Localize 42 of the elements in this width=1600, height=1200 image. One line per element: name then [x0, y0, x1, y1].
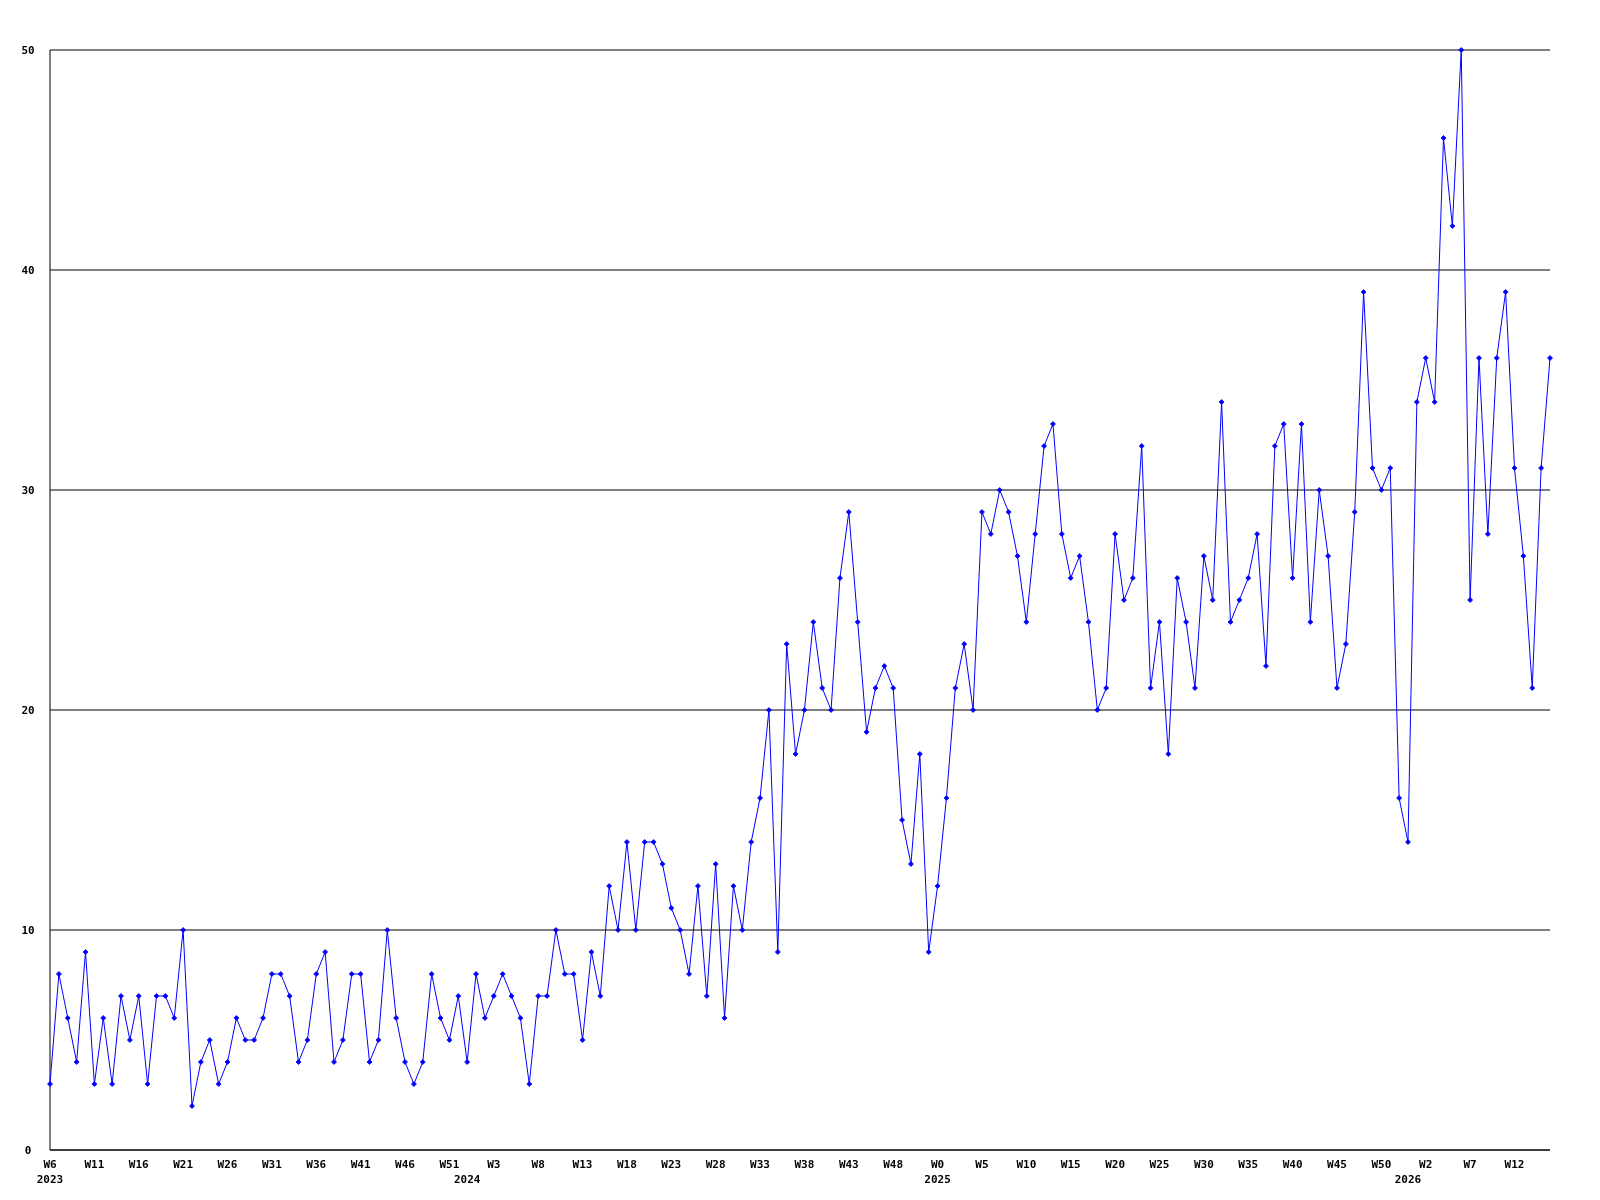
x-tick-label: W21	[173, 1158, 194, 1171]
x-tick-label: W7	[1463, 1158, 1477, 1171]
y-tick-label: 50	[21, 43, 35, 57]
y-tick-label: 40	[21, 263, 35, 277]
x-tick-label: W43	[838, 1158, 859, 1171]
x-tick-label: 2024	[453, 1173, 481, 1186]
x-tick-label: W10	[1016, 1158, 1037, 1171]
x-tick-label: W48	[883, 1158, 904, 1171]
y-tick-label: 30	[21, 483, 35, 497]
y-tick-label: 0	[24, 1143, 32, 1157]
x-tick-label: W36	[306, 1158, 327, 1171]
x-tick-label: W28	[705, 1158, 726, 1171]
x-tick-label: W16	[128, 1158, 150, 1171]
x-tick-label: W41	[350, 1158, 371, 1171]
x-tick-label: W18	[616, 1158, 637, 1171]
x-tick-label: W8	[531, 1158, 545, 1171]
x-tick-label: W31	[261, 1158, 283, 1171]
x-tick-label: W2	[1419, 1158, 1433, 1171]
x-tick-label: W40	[1282, 1158, 1303, 1171]
x-tick-label: W5	[975, 1158, 989, 1171]
x-tick-label: W35	[1238, 1158, 1259, 1171]
x-tick-label: W33	[750, 1158, 770, 1171]
x-tick-label: W26	[217, 1158, 238, 1171]
x-tick-label: W45	[1327, 1158, 1347, 1171]
x-tick-label: W20	[1105, 1158, 1126, 1171]
y-tick-label: 20	[21, 703, 35, 717]
x-tick-label: W15	[1060, 1158, 1081, 1171]
x-tick-label: W25	[1149, 1158, 1170, 1171]
x-tick-label: 2026	[1394, 1173, 1422, 1186]
x-tick-label: W6 2023	[36, 1158, 64, 1186]
x-tick-label: W38	[794, 1158, 815, 1171]
x-tick-label: W11	[84, 1158, 105, 1171]
x-tick-label: W3	[487, 1158, 501, 1171]
x-tick-label: W46	[395, 1158, 416, 1171]
x-tick-label: W23	[661, 1158, 682, 1171]
x-tick-label: W51	[439, 1158, 460, 1171]
x-tick-label: W0 2025	[924, 1158, 951, 1186]
x-tick-label: W13	[572, 1158, 593, 1171]
y-tick-label: 10	[21, 923, 35, 937]
x-tick-label: W30	[1193, 1158, 1214, 1171]
x-tick-label: W50	[1371, 1158, 1392, 1171]
x-tick-label: W12	[1504, 1158, 1525, 1171]
